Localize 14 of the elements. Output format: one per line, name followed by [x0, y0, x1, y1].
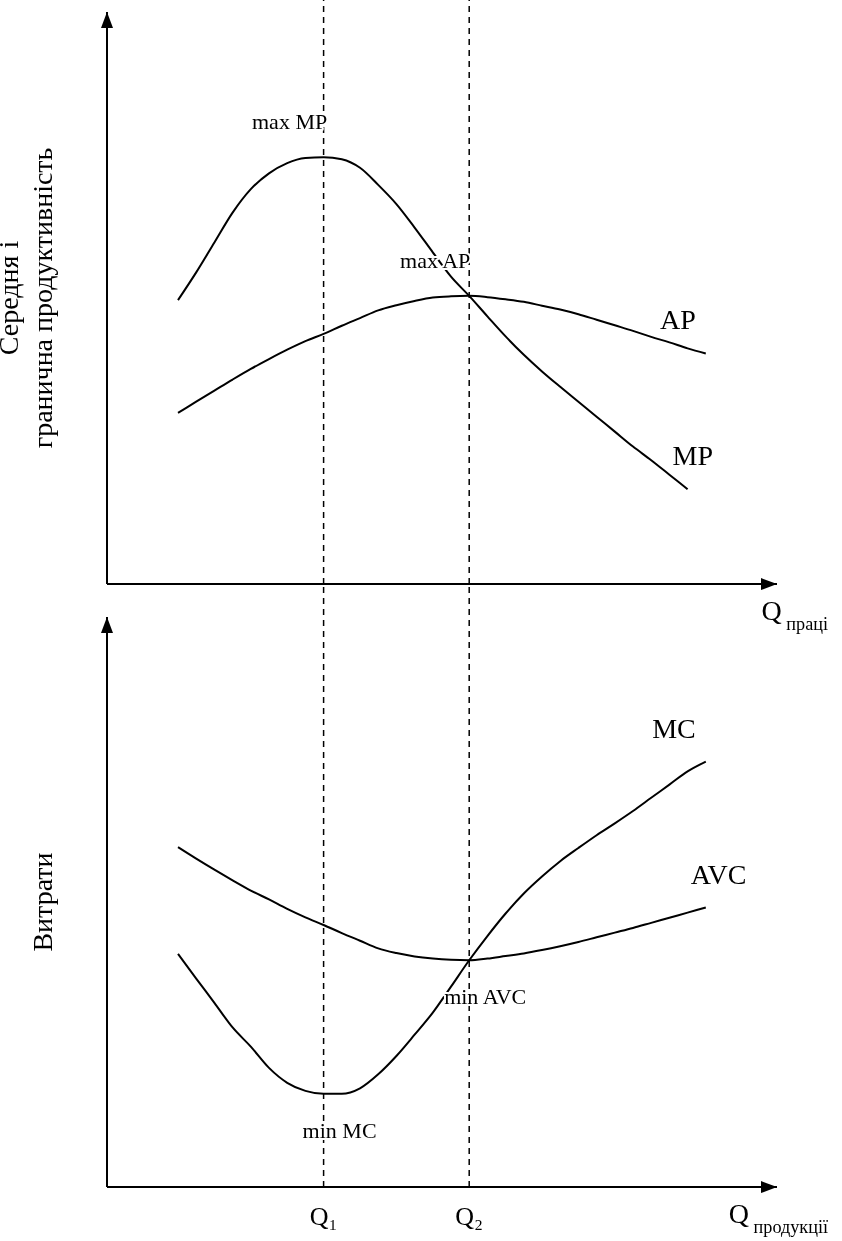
annotation: min MC [302, 1117, 377, 1143]
x-axis-title: Q$_{продукції}$ [728, 1198, 829, 1237]
annotation: min AVC [444, 984, 527, 1010]
x-axis-title: Q$_{праці}$ [761, 595, 828, 634]
series-label: AVC [690, 858, 747, 890]
y-axis-title: Витрати [27, 852, 58, 952]
series-label: AP [660, 304, 696, 336]
annotation: max MP [252, 109, 328, 135]
series-label: MC [652, 712, 696, 744]
annotation: max AP [400, 247, 471, 273]
x-tick-label: Q₂ [455, 1202, 484, 1231]
y-axis-title: Середня і гранична продуктивність [0, 147, 58, 449]
series-label: MP [672, 440, 714, 472]
x-tick-label: Q₁ [309, 1202, 338, 1231]
